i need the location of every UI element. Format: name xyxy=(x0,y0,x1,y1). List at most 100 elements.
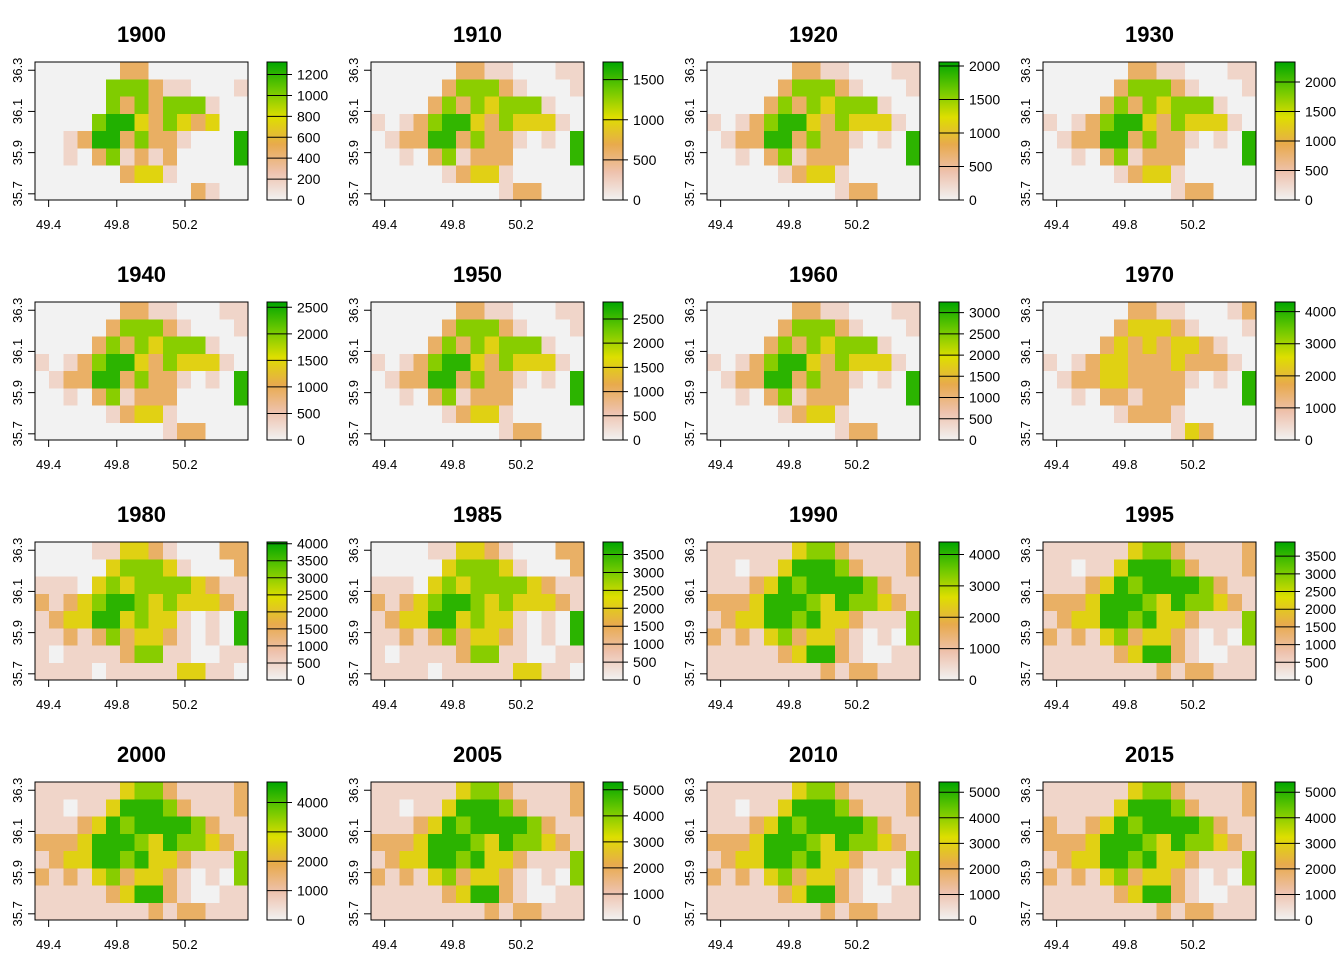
raster-cell xyxy=(820,62,836,80)
raster-cell xyxy=(834,131,850,149)
raster-cell xyxy=(707,645,722,664)
raster-cell xyxy=(834,833,850,852)
raster-cell xyxy=(49,628,64,646)
raster-cell xyxy=(177,885,192,904)
raster-cell xyxy=(1170,113,1186,132)
raster-cell xyxy=(484,319,500,337)
y-tick-label: 36.1 xyxy=(1018,819,1033,844)
raster-cell xyxy=(735,405,750,424)
raster-cell xyxy=(806,79,821,97)
raster-cell xyxy=(1241,113,1257,132)
raster-cell xyxy=(778,782,793,800)
raster-cell xyxy=(806,782,821,800)
raster-cell xyxy=(820,165,836,184)
x-tick-label: 49.8 xyxy=(440,217,465,232)
raster-cell xyxy=(1099,559,1115,577)
raster-cell xyxy=(1142,371,1157,389)
raster-cell xyxy=(91,96,107,115)
raster-cell xyxy=(49,62,64,80)
raster-cell xyxy=(35,628,50,646)
raster-cell xyxy=(555,885,571,904)
raster-cell xyxy=(891,148,907,166)
raster-cell xyxy=(1128,96,1143,115)
raster-cell xyxy=(442,662,457,681)
raster-cell xyxy=(1170,782,1186,800)
raster-cell xyxy=(792,422,807,441)
raster-cell xyxy=(1071,611,1086,629)
raster-cell xyxy=(371,868,386,886)
x-tick-label: 49.4 xyxy=(36,697,61,712)
raster-cell xyxy=(233,902,249,921)
raster-cell xyxy=(35,165,50,184)
colorbar-tick-label: 0 xyxy=(1305,432,1313,448)
raster-cell xyxy=(555,628,571,646)
raster-cell xyxy=(721,611,736,629)
raster-cell xyxy=(106,131,121,149)
raster-cell xyxy=(806,851,821,869)
y-tick-label: 36.1 xyxy=(10,339,25,364)
raster-cell xyxy=(484,868,500,886)
raster-cell xyxy=(442,79,457,97)
raster-cell xyxy=(177,113,192,132)
raster-cell xyxy=(219,611,235,629)
raster-cell xyxy=(513,79,528,97)
raster-cell xyxy=(1128,851,1143,869)
x-tick-label: 50.2 xyxy=(172,457,197,472)
raster-cell xyxy=(385,645,400,664)
raster-cell xyxy=(1099,62,1115,80)
raster-cell xyxy=(427,113,443,132)
raster-cell xyxy=(1170,816,1186,835)
raster-cell xyxy=(513,662,528,681)
raster-cell xyxy=(1114,182,1129,201)
raster-cell xyxy=(792,662,807,681)
raster-cell xyxy=(735,628,750,646)
raster-cell xyxy=(205,645,220,664)
raster-cell xyxy=(1185,182,1200,201)
raster-cell xyxy=(569,902,585,921)
raster-cell xyxy=(820,405,836,424)
raster-cell xyxy=(1199,868,1214,886)
raster-cell xyxy=(162,388,178,406)
y-tick-label: 36.1 xyxy=(682,339,697,364)
raster-cell xyxy=(1213,422,1228,441)
raster-cell xyxy=(385,833,400,852)
raster-cell xyxy=(863,851,878,869)
raster-cell xyxy=(91,593,107,612)
raster-cell xyxy=(371,62,386,80)
raster-cell xyxy=(1199,336,1214,355)
raster-cell xyxy=(1114,559,1129,577)
raster-cell xyxy=(735,96,750,115)
raster-cell xyxy=(863,422,878,441)
raster-cell xyxy=(707,885,722,904)
colorbar-tick-label: 1000 xyxy=(969,641,1000,657)
raster-cell xyxy=(205,833,220,852)
colorbar-tick-label: 1000 xyxy=(297,87,328,103)
raster-cell xyxy=(749,799,765,817)
raster-cell xyxy=(1071,62,1086,80)
raster-cell xyxy=(1241,662,1257,681)
raster-cell xyxy=(1227,405,1243,424)
raster-cell xyxy=(162,302,178,320)
raster-cell xyxy=(148,782,164,800)
y-tick-label: 36.1 xyxy=(346,579,361,604)
raster-cell xyxy=(498,113,514,132)
raster-cell xyxy=(905,302,921,320)
raster-cell xyxy=(513,113,528,132)
raster-cell xyxy=(106,62,121,80)
raster-cell xyxy=(205,851,220,869)
raster-cell xyxy=(1199,902,1214,921)
raster-cell xyxy=(456,833,471,852)
raster-cell xyxy=(735,131,750,149)
raster-cell xyxy=(569,816,585,835)
y-tick-label: 36.1 xyxy=(682,819,697,844)
raster-cell xyxy=(834,593,850,612)
colorbar xyxy=(603,782,623,920)
raster-cell xyxy=(371,131,386,149)
raster-cell xyxy=(513,353,528,372)
raster-cell xyxy=(735,576,750,595)
raster-cell xyxy=(498,816,514,835)
raster-cell xyxy=(1099,645,1115,664)
raster-cell xyxy=(555,902,571,921)
raster-cell xyxy=(569,799,585,817)
y-tick-label: 35.7 xyxy=(346,181,361,206)
